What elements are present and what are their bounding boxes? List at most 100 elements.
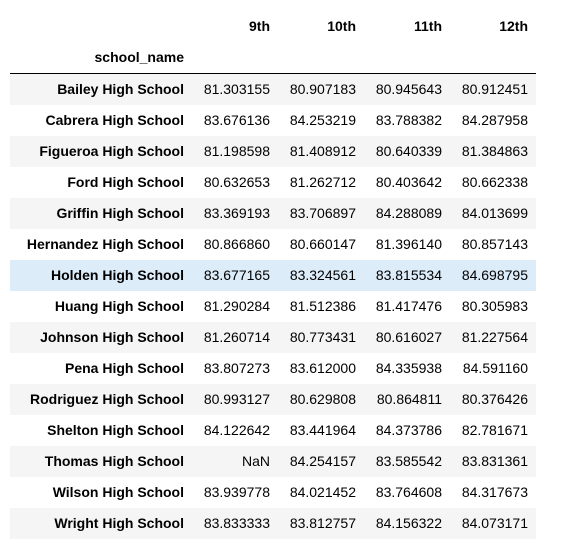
- table-cell: 81.260714: [203, 329, 270, 345]
- table-cell: 83.369193: [203, 205, 270, 221]
- table-cell: 80.773431: [289, 329, 356, 345]
- table-cell: 82.781671: [461, 422, 528, 438]
- row-index-label: Rodriguez High School: [30, 391, 184, 407]
- table-cell: 80.662338: [461, 174, 528, 190]
- table-cell: 84.591160: [462, 360, 528, 376]
- column-header-10th: 10th: [327, 18, 356, 34]
- row-index-label: Griffin High School: [56, 205, 184, 221]
- table-cell: 83.812757: [289, 515, 356, 531]
- table-cell: 80.632653: [203, 174, 270, 190]
- row-index-label: Shelton High School: [47, 422, 184, 438]
- table-row: Johnson High School 81.260714 80.773431 80.…: [10, 321, 536, 353]
- row-index-label: Johnson High School: [40, 329, 184, 345]
- table-cell: 81.408912: [289, 143, 356, 159]
- table-cell: 83.706897: [289, 205, 356, 221]
- table-cell: 80.912451: [461, 81, 528, 98]
- row-index-label: Bailey High School: [57, 81, 184, 98]
- table-cell: 83.815534: [375, 267, 442, 283]
- dataframe-table: 9th 10th 11th 12th school_name Bailey Hi…: [10, 12, 536, 539]
- index-name-header: school_name: [10, 40, 192, 74]
- index-name-row: school_name: [10, 40, 536, 74]
- table-cell: 80.864811: [376, 391, 442, 407]
- table-cell: NaN: [241, 453, 270, 469]
- table-header: 9th 10th 11th 12th school_name: [10, 12, 536, 74]
- row-index-label: Wright High School: [54, 515, 184, 531]
- table-cell: 84.073171: [461, 515, 528, 531]
- row-index-label: Hernandez High School: [26, 236, 184, 252]
- table-cell: 81.417476: [375, 298, 442, 314]
- table-cell: 84.373786: [375, 422, 442, 438]
- table-cell: 83.764608: [375, 484, 442, 500]
- table-cell: 80.993127: [203, 391, 270, 407]
- table-cell: 80.660147: [289, 236, 356, 252]
- table-cell: 80.616027: [375, 329, 442, 345]
- table-cell: 83.788382: [375, 112, 442, 128]
- column-header-12th: 12th: [499, 18, 528, 34]
- table-cell: 80.640339: [375, 143, 442, 159]
- row-index-label: Ford High School: [67, 174, 184, 190]
- table-cell: 84.288089: [375, 205, 442, 221]
- row-index-label: Huang High School: [54, 298, 184, 314]
- table-cell: 83.677165: [203, 267, 270, 283]
- table-cell: 81.290284: [203, 298, 270, 314]
- table-cell: 83.585542: [375, 453, 442, 469]
- table-cell: 80.866860: [203, 236, 270, 252]
- table-row: Ford High School 80.632653 81.262712 80.403…: [10, 166, 536, 198]
- table-cell: 84.013699: [461, 205, 528, 221]
- table-cell: 83.831361: [461, 453, 528, 469]
- table-cell: 84.021452: [289, 484, 356, 500]
- table-row: Wright High School 83.833333 83.812757 84.1…: [10, 507, 536, 539]
- row-index-label: Wilson High School: [52, 484, 184, 500]
- row-index-label: Cabrera High School: [45, 112, 184, 128]
- table-cell: 81.262712: [289, 174, 356, 190]
- table-row: Griffin High School 83.369193 83.706897 84.…: [10, 197, 536, 229]
- table-cell: 80.857143: [461, 236, 528, 252]
- table-row: Hernandez High School 80.866860 80.660147 8…: [10, 228, 536, 260]
- column-header-row: 9th 10th 11th 12th: [10, 12, 536, 40]
- table-cell: 80.403642: [375, 174, 442, 190]
- table-cell: 84.122642: [203, 422, 270, 438]
- table-cell: 80.629808: [289, 391, 356, 407]
- table-cell: 80.376426: [461, 391, 528, 407]
- row-index-label: Thomas High School: [44, 453, 184, 469]
- table-row: Cabrera High School 83.676136 84.253219 83.…: [10, 104, 536, 136]
- table-cell: 81.303155: [203, 81, 270, 98]
- table-cell: 84.317673: [461, 484, 528, 500]
- row-index-label: Pena High School: [64, 360, 184, 376]
- table-cell: 80.907183: [289, 81, 356, 98]
- column-header-11th: 11th: [413, 18, 442, 34]
- table-cell: 83.676136: [203, 112, 270, 128]
- table-cell: 80.305983: [461, 298, 528, 314]
- table-row: Huang High School 81.290284 81.512386 81.41…: [10, 290, 536, 322]
- column-header-9th: 9th: [249, 18, 270, 34]
- table-cell: 84.156322: [375, 515, 442, 531]
- table-cell: 84.287958: [461, 112, 528, 128]
- table-row: Pena High School 83.807273 83.612000 84.335…: [10, 352, 536, 384]
- table-row: Shelton High School 84.122642 83.441964 84.…: [10, 414, 536, 446]
- table-cell: 83.324561: [289, 267, 356, 283]
- table-cell: 83.807273: [203, 360, 270, 376]
- row-index-label: Holden High School: [51, 267, 184, 283]
- table-cell: 81.512386: [289, 298, 356, 314]
- table-row: Thomas High School NaN 84.254157 83.585542 8…: [10, 445, 536, 477]
- table-row: Bailey High School 81.303155 80.907183 80.9…: [10, 73, 536, 105]
- table-cell: 84.698795: [461, 267, 528, 283]
- table-row: Rodriguez High School 80.993127 80.629808 8…: [10, 383, 536, 415]
- table-cell: 81.227564: [461, 329, 528, 345]
- table-cell: 84.254157: [289, 453, 356, 469]
- table-row: Wilson High School 83.939778 84.021452 83.7…: [10, 476, 536, 508]
- table-cell: 84.253219: [289, 112, 356, 128]
- row-index-label: Figueroa High School: [39, 143, 184, 159]
- table-cell: 81.198598: [203, 143, 270, 159]
- table-cell: 80.945643: [375, 81, 442, 98]
- table-body: Bailey High School 81.303155 80.907183 80.9…: [10, 73, 536, 539]
- corner-cell: [10, 12, 192, 40]
- table-cell: 83.612000: [289, 360, 356, 376]
- table-cell: 81.384863: [461, 143, 528, 159]
- table-row: Figueroa High School 81.198598 81.408912 80…: [10, 135, 536, 167]
- table-cell: 84.335938: [375, 360, 442, 376]
- table-row: Holden High School 83.677165 83.324561 83.8…: [10, 259, 536, 291]
- table-cell: 81.396140: [375, 236, 442, 252]
- table-cell: 83.939778: [203, 484, 270, 500]
